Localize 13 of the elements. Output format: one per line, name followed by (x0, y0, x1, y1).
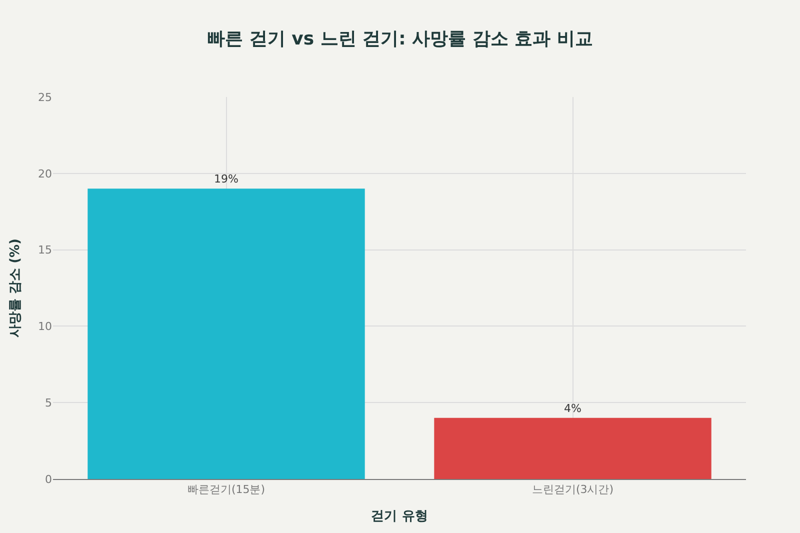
data-label: 4% (564, 402, 582, 415)
y-axis-title: 사망률 감소 (%) (8, 238, 23, 338)
y-tick-label: 0 (45, 472, 52, 486)
x-tick-label: 느린걷기(3시간) (532, 483, 614, 496)
data-label: 19% (214, 172, 238, 186)
y-tick-label: 5 (45, 396, 52, 410)
y-tick-label: 25 (38, 90, 52, 104)
y-tick-label: 10 (38, 320, 52, 334)
x-tick-label: 빠른걷기(15분) (187, 483, 266, 496)
y-tick-label: 15 (38, 244, 52, 257)
y-tick-label: 20 (38, 167, 52, 180)
x-axis-title: 걷기 유형 (371, 508, 428, 524)
chart-title: 빠른 걷기 vs 느린 걷기: 사망률 감소 효과 비교 (207, 28, 593, 50)
